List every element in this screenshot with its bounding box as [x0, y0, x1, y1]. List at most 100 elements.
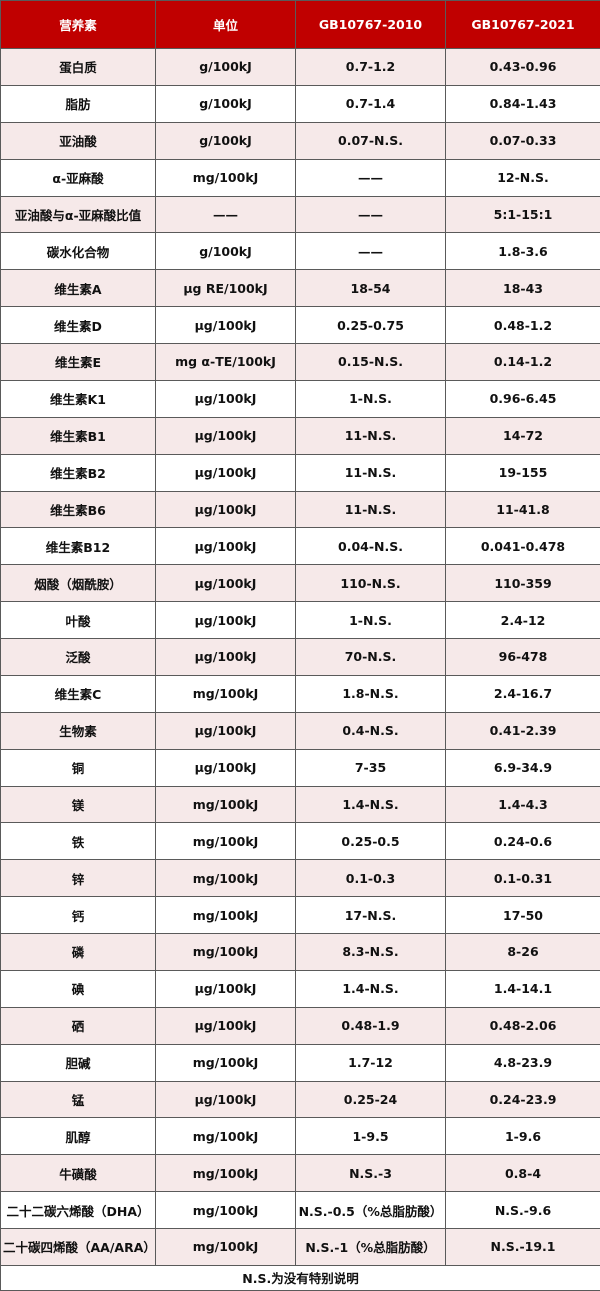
cell-gb2010: 1-N.S. — [296, 380, 446, 417]
cell-gb2010: 17-N.S. — [296, 897, 446, 934]
cell-gb2021: 0.041-0.478 — [446, 528, 600, 565]
cell-gb2021: 1.8-3.6 — [446, 233, 600, 270]
cell-unit: g/100kJ — [156, 122, 296, 159]
cell-nutrient: 铜 — [1, 749, 156, 786]
cell-gb2021: 4.8-23.9 — [446, 1044, 600, 1081]
cell-gb2010: N.S.-0.5（%总脂肪酸） — [296, 1192, 446, 1229]
cell-unit: μg/100kJ — [156, 1081, 296, 1118]
cell-unit: μg/100kJ — [156, 417, 296, 454]
cell-nutrient: 生物素 — [1, 712, 156, 749]
cell-unit: μg/100kJ — [156, 565, 296, 602]
cell-unit: mg/100kJ — [156, 860, 296, 897]
header-nutrient: 营养素 — [1, 1, 156, 49]
cell-gb2010: 1.4-N.S. — [296, 786, 446, 823]
cell-gb2021: 6.9-34.9 — [446, 749, 600, 786]
cell-unit: mg/100kJ — [156, 1192, 296, 1229]
cell-unit: mg/100kJ — [156, 934, 296, 971]
cell-gb2010: 0.7-1.4 — [296, 85, 446, 122]
cell-gb2021: 110-359 — [446, 565, 600, 602]
cell-gb2010: 18-54 — [296, 270, 446, 307]
cell-nutrient: 碘 — [1, 970, 156, 1007]
cell-gb2010: 0.1-0.3 — [296, 860, 446, 897]
cell-gb2021: 14-72 — [446, 417, 600, 454]
cell-unit: μg/100kJ — [156, 602, 296, 639]
cell-unit: mg α-TE/100kJ — [156, 344, 296, 381]
cell-gb2021: 0.84-1.43 — [446, 85, 600, 122]
cell-gb2021: 0.96-6.45 — [446, 380, 600, 417]
cell-nutrient: 烟酸（烟酰胺） — [1, 565, 156, 602]
cell-gb2010: 0.4-N.S. — [296, 712, 446, 749]
cell-gb2021: N.S.-9.6 — [446, 1192, 600, 1229]
cell-gb2010: 8.3-N.S. — [296, 934, 446, 971]
cell-gb2010: 1-9.5 — [296, 1118, 446, 1155]
cell-nutrient: 维生素B12 — [1, 528, 156, 565]
cell-gb2021: 0.24-23.9 — [446, 1081, 600, 1118]
cell-gb2010: 0.04-N.S. — [296, 528, 446, 565]
cell-unit: μg/100kJ — [156, 1007, 296, 1044]
cell-gb2021: 0.43-0.96 — [446, 49, 600, 86]
table-row: 亚油酸与α-亚麻酸比值————5:1-15:1 — [1, 196, 600, 233]
cell-unit: g/100kJ — [156, 233, 296, 270]
cell-nutrient: 维生素B1 — [1, 417, 156, 454]
cell-nutrient: 维生素D — [1, 307, 156, 344]
cell-gb2021: 2.4-16.7 — [446, 675, 600, 712]
cell-unit: μg/100kJ — [156, 491, 296, 528]
cell-gb2021: 17-50 — [446, 897, 600, 934]
cell-nutrient: 维生素K1 — [1, 380, 156, 417]
cell-gb2010: N.S.-1（%总脂肪酸） — [296, 1229, 446, 1266]
cell-gb2010: 1.7-12 — [296, 1044, 446, 1081]
cell-nutrient: 维生素B2 — [1, 454, 156, 491]
cell-nutrient: α-亚麻酸 — [1, 159, 156, 196]
cell-unit: mg/100kJ — [156, 786, 296, 823]
cell-gb2021: 12-N.S. — [446, 159, 600, 196]
cell-gb2010: 0.15-N.S. — [296, 344, 446, 381]
header-row: 营养素 单位 GB10767-2010 GB10767-2021 — [1, 1, 600, 49]
cell-nutrient: 牛磺酸 — [1, 1155, 156, 1192]
cell-unit: g/100kJ — [156, 85, 296, 122]
cell-gb2010: —— — [296, 196, 446, 233]
cell-gb2021: 0.24-0.6 — [446, 823, 600, 860]
cell-nutrient: 叶酸 — [1, 602, 156, 639]
cell-gb2021: 1.4-14.1 — [446, 970, 600, 1007]
cell-gb2010: 0.25-24 — [296, 1081, 446, 1118]
cell-gb2021: 0.41-2.39 — [446, 712, 600, 749]
cell-gb2021: 18-43 — [446, 270, 600, 307]
cell-nutrient: 硒 — [1, 1007, 156, 1044]
cell-unit: μg/100kJ — [156, 639, 296, 676]
cell-gb2021: 11-41.8 — [446, 491, 600, 528]
cell-nutrient: 亚油酸与α-亚麻酸比值 — [1, 196, 156, 233]
cell-gb2010: 0.25-0.75 — [296, 307, 446, 344]
cell-nutrient: 维生素B6 — [1, 491, 156, 528]
cell-nutrient: 泛酸 — [1, 639, 156, 676]
cell-gb2010: 110-N.S. — [296, 565, 446, 602]
cell-gb2021: 1-9.6 — [446, 1118, 600, 1155]
cell-gb2021: 2.4-12 — [446, 602, 600, 639]
cell-gb2021: 0.48-2.06 — [446, 1007, 600, 1044]
cell-gb2010: 11-N.S. — [296, 454, 446, 491]
cell-gb2010: 1.4-N.S. — [296, 970, 446, 1007]
cell-gb2010: 1-N.S. — [296, 602, 446, 639]
cell-unit: —— — [156, 196, 296, 233]
cell-gb2010: 0.7-1.2 — [296, 49, 446, 86]
cell-unit: μg/100kJ — [156, 749, 296, 786]
